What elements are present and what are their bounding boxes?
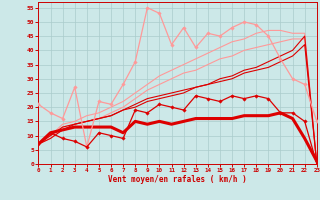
X-axis label: Vent moyen/en rafales ( km/h ): Vent moyen/en rafales ( km/h ) [108, 175, 247, 184]
